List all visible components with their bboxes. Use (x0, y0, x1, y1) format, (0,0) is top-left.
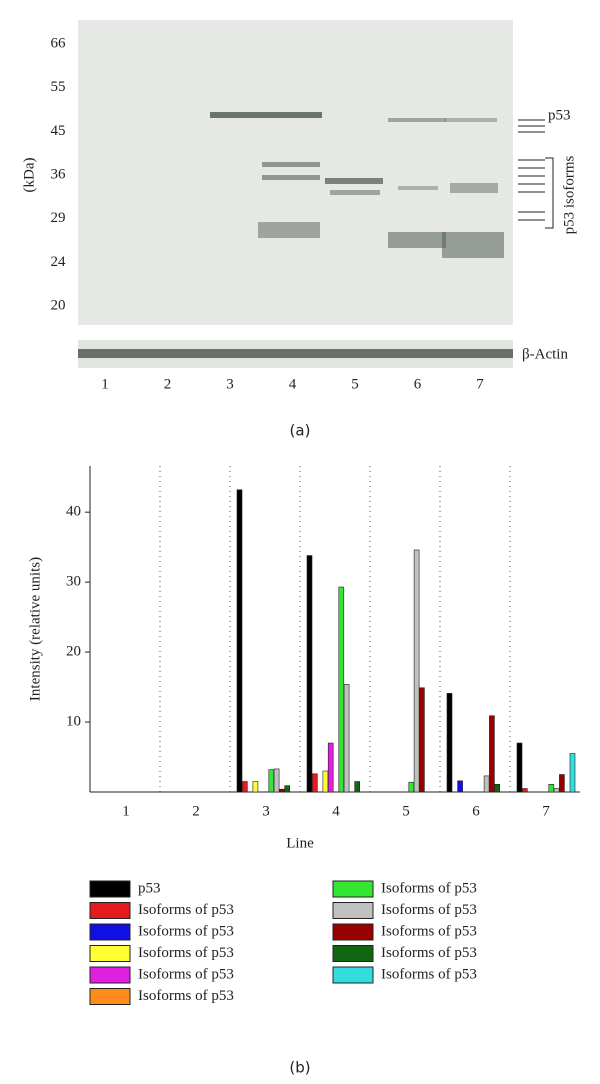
x-tick-label: 5 (402, 803, 410, 819)
legend-swatch (89, 945, 131, 962)
legend-label: Isoforms of p53 (381, 902, 477, 918)
p53-label: p53 (548, 107, 571, 123)
legend-label: p53 (138, 880, 161, 896)
x-tick-label: 1 (122, 803, 130, 819)
lane-label: 5 (351, 376, 359, 392)
mw-marker: 24 (51, 254, 67, 270)
legend-label: Isoforms of p53 (138, 966, 234, 982)
legend-label: Isoforms of p53 (381, 966, 477, 982)
bar (273, 768, 280, 793)
lane-label: 7 (476, 376, 484, 392)
legend-swatch (89, 988, 131, 1005)
bar (343, 683, 350, 793)
legend-label: Isoforms of p53 (381, 945, 477, 961)
bar (419, 687, 425, 793)
legend-swatch (332, 880, 374, 898)
lane-label: 2 (164, 376, 172, 392)
x-tick-label: 2 (192, 803, 200, 819)
legend-label: Isoforms of p53 (138, 988, 234, 1004)
mw-marker: 20 (51, 298, 66, 314)
bar (413, 549, 420, 793)
legend-label: Isoforms of p53 (138, 923, 234, 939)
lane-label: 6 (414, 376, 422, 392)
panel-label: (b) (289, 1059, 310, 1077)
isoform-arrows (518, 119, 554, 229)
x-tick-label: 6 (472, 803, 480, 819)
bar (236, 489, 243, 793)
bar (311, 773, 318, 793)
bar (548, 784, 555, 793)
x-axis-label: Line (286, 835, 314, 851)
actin-label: β-Actin (522, 346, 568, 362)
bar (559, 774, 565, 793)
y-axis-label: Intensity (relative units) (27, 557, 43, 701)
blot (78, 20, 513, 325)
legend-swatch (332, 902, 374, 919)
bar (268, 769, 275, 793)
bar (284, 785, 291, 793)
legend-swatch (332, 923, 374, 941)
legend-label: Isoforms of p53 (138, 902, 234, 918)
x-tick-label: 3 (262, 803, 270, 819)
mw-marker: 45 (51, 123, 66, 139)
unit-label: (kDa) (21, 158, 37, 193)
bar (494, 784, 501, 793)
bar (327, 742, 334, 793)
y-tick-label: 10 (66, 713, 81, 729)
legend-swatch (89, 966, 131, 984)
mw-marker: 29 (51, 210, 66, 226)
bar (521, 788, 528, 793)
bar (322, 770, 329, 793)
x-tick-label: 4 (332, 803, 340, 819)
x-tick-label: 7 (542, 803, 550, 819)
y-tick-label: 20 (66, 644, 81, 660)
actin-band (78, 349, 513, 358)
bar (553, 788, 560, 793)
bar (516, 742, 523, 793)
legend-swatch (89, 880, 131, 898)
legend-swatch (332, 966, 374, 984)
legend-label: Isoforms of p53 (138, 945, 234, 961)
mw-marker: 36 (51, 167, 67, 183)
legend-swatch (89, 902, 131, 919)
lane-label: 3 (226, 376, 234, 392)
blot-bands (210, 112, 504, 258)
legend-label: Isoforms of p53 (381, 923, 477, 939)
bar (489, 715, 495, 793)
mw-marker: 55 (51, 79, 66, 95)
bar (338, 586, 345, 793)
y-tick-label: 30 (66, 574, 81, 590)
bar (446, 693, 453, 793)
legend-swatch (332, 945, 374, 962)
bar (306, 555, 313, 793)
bar (457, 780, 463, 793)
bar (252, 781, 259, 793)
isoforms-label: p53 isoforms (561, 155, 577, 234)
panel-label: (a) (290, 422, 311, 440)
bar (354, 781, 361, 793)
y-tick-label: 40 (66, 504, 81, 520)
bar (242, 781, 248, 793)
legend-swatch (89, 923, 131, 941)
mw-marker: 66 (51, 35, 67, 51)
bar (279, 788, 285, 793)
legend-label: Isoforms of p53 (381, 880, 477, 896)
lane-label: 1 (101, 376, 109, 392)
bar (569, 753, 576, 793)
bar (408, 781, 415, 793)
bar (483, 775, 490, 793)
lane-label: 4 (289, 376, 297, 392)
